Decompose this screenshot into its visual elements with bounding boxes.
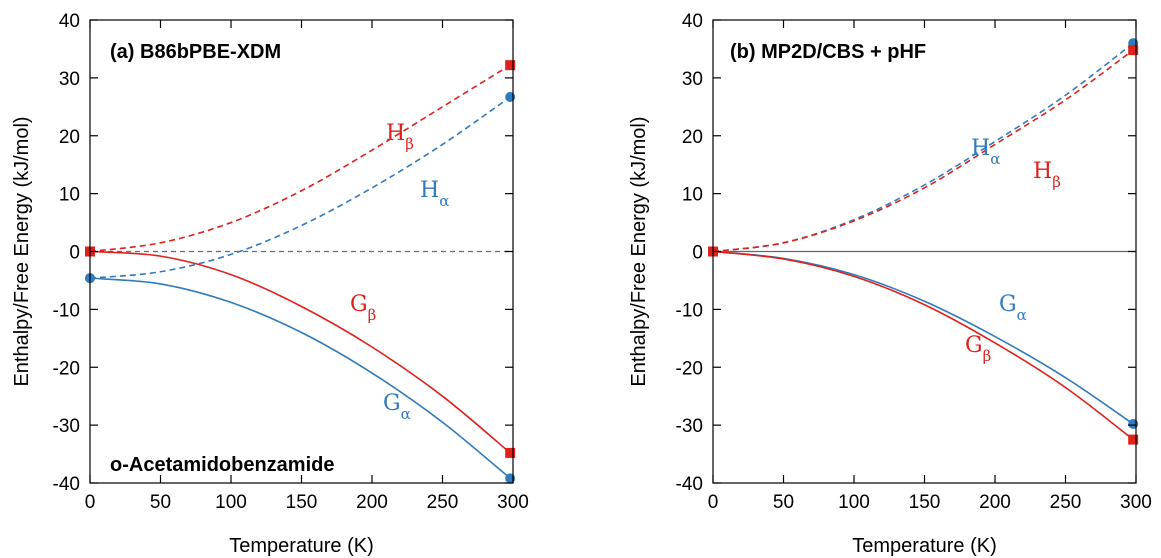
panel-a-g-beta-label: Gβ [350, 292, 376, 324]
panel-a-y-tick-label: -30 [53, 416, 80, 437]
panel-a-y-tick-label: 20 [59, 127, 80, 148]
panel-b-x-tick-label: 200 [979, 492, 1011, 513]
panel-a-title: (a) B86bPBE-XDM [110, 41, 281, 63]
panel-a-y-tick-label: -20 [53, 358, 80, 379]
panel-a-y-tick-label: 0 [69, 243, 80, 264]
panel-a-h-beta-label-sub: β [405, 135, 414, 153]
panel-a-h-alpha-line [89, 96, 511, 279]
panel-b-x-axis-label: Temperature (K) [852, 535, 997, 557]
panel-b-h-beta-label: Hβ [1033, 159, 1061, 191]
panel-b-y-tick-label: 20 [682, 127, 703, 148]
panel-a-g-alpha-label-main: G [383, 391, 401, 416]
panel-a-x-tick-label: 50 [150, 492, 171, 513]
panel-b-g-beta-label-main: G [965, 333, 983, 358]
panel-a-g-beta-end-marker [505, 447, 516, 458]
panel-b-g-alpha-label: Gα [999, 292, 1027, 324]
panel-a-h-alpha-label-main: H [420, 178, 439, 203]
panel-b-y-tick-label: -30 [676, 416, 703, 437]
panel-b-g-beta-end-marker [1128, 434, 1139, 445]
panel-a-g-beta-label-sub: β [368, 306, 377, 324]
panel-a-g-beta-line [89, 250, 511, 454]
panel-b-g-alpha-label-main: G [999, 292, 1017, 317]
panel-b-x-tick-label: 150 [909, 492, 941, 513]
panel-b-g-alpha-label-sub: α [1017, 306, 1027, 324]
panel-a-y-tick-label: 40 [59, 11, 80, 32]
panel-a: 0 50 100 150 200 250 300-40-30-20-10010203040 … [11, 11, 529, 557]
panel-a-h-alpha-label: Hα [420, 178, 449, 210]
panel-b-h-alpha-label: Hα [971, 136, 1000, 168]
panel-b-y-tick-label: -40 [676, 474, 703, 495]
panel-a-h-beta-label-main: H [386, 121, 405, 146]
panel-a-h-beta-label: Hβ [386, 121, 414, 153]
panel-b-y-tick-label: -20 [676, 358, 703, 379]
panel-b-g-alpha-end-marker [1128, 418, 1139, 429]
panel-a-x-axis-label: Temperature (K) [229, 535, 374, 557]
panel-a-x-tick-label: 200 [356, 492, 388, 513]
panel-a-y-tick-label: -40 [53, 474, 80, 495]
panel-b-y-tick-label: -10 [676, 300, 703, 321]
panel-b-g-alpha-line [712, 250, 1134, 425]
panel-b-h-beta-label-sub: β [1052, 173, 1061, 191]
panel-b: 0 50 100 150 200 250 300-40-30-20-10010203040 … [628, 11, 1152, 557]
panel-a-y-tick-label: -10 [53, 300, 80, 321]
panel-a-g-beta-label-main: G [350, 292, 368, 317]
panel-b-y-tick-label: 40 [682, 11, 703, 32]
panel-b-y-tick-label: 30 [682, 69, 703, 90]
panel-b-g-beta-label: Gβ [965, 333, 991, 365]
panel-b-y-tick-label: 10 [682, 185, 703, 206]
panel-a-x-tick-label: 0 [85, 492, 96, 513]
panel-a-g-alpha-end-marker [505, 473, 516, 484]
panel-b-y-axis-label: Enthalpy/Free Energy (kJ/mol) [628, 116, 650, 386]
panel-a-y-tick-label: 30 [59, 69, 80, 90]
panel-a-g-alpha-line [89, 277, 511, 479]
panel-b-h-beta-line [712, 49, 1134, 253]
panel-b-y-tick-label: 0 [692, 243, 703, 264]
panel-b-x-tick-label: 50 [773, 492, 794, 513]
panel-b-g-beta-line [712, 250, 1134, 441]
panel-b-h-alpha-label-sub: α [990, 150, 1000, 168]
panel-b-g-beta-label-sub: β [983, 347, 992, 365]
panel-a-g-alpha-label-sub: α [401, 405, 411, 423]
panel-a-x-tick-label: 150 [286, 492, 318, 513]
panel-a-x-tick-label: 250 [427, 492, 459, 513]
panel-a-h-alpha-label-sub: α [439, 192, 449, 210]
panel-a-g-alpha-label: Gα [383, 391, 411, 423]
panel-b-title: (b) MP2D/CBS + pHF [730, 41, 926, 63]
panel-b-h-beta-label-main: H [1033, 159, 1052, 184]
panel-a-h-beta-end-marker [505, 60, 516, 71]
panel-a-x-tick-label: 300 [497, 492, 529, 513]
panel-b-h-beta-end-marker [1128, 45, 1139, 56]
panel-b-x-tick-label: 300 [1120, 492, 1152, 513]
panel-b-x-tick-label: 250 [1050, 492, 1082, 513]
panel-a-h-alpha-end-marker [505, 91, 516, 102]
panel-b-h-alpha-label-main: H [971, 136, 990, 161]
panel-b-x-tick-label: 100 [838, 492, 870, 513]
panel-a-compound-label: o-Acetamidobenzamide [110, 454, 334, 476]
panel-b-x-tick-label: 0 [708, 492, 719, 513]
panel-a-y-axis-label: Enthalpy/Free Energy (kJ/mol) [11, 116, 33, 386]
panel-b-h-alpha-line [712, 42, 1134, 253]
panel-a-h-beta-line [89, 64, 511, 253]
panel-a-x-tick-label: 100 [215, 492, 247, 513]
panel-a-y-tick-label: 10 [59, 185, 80, 206]
